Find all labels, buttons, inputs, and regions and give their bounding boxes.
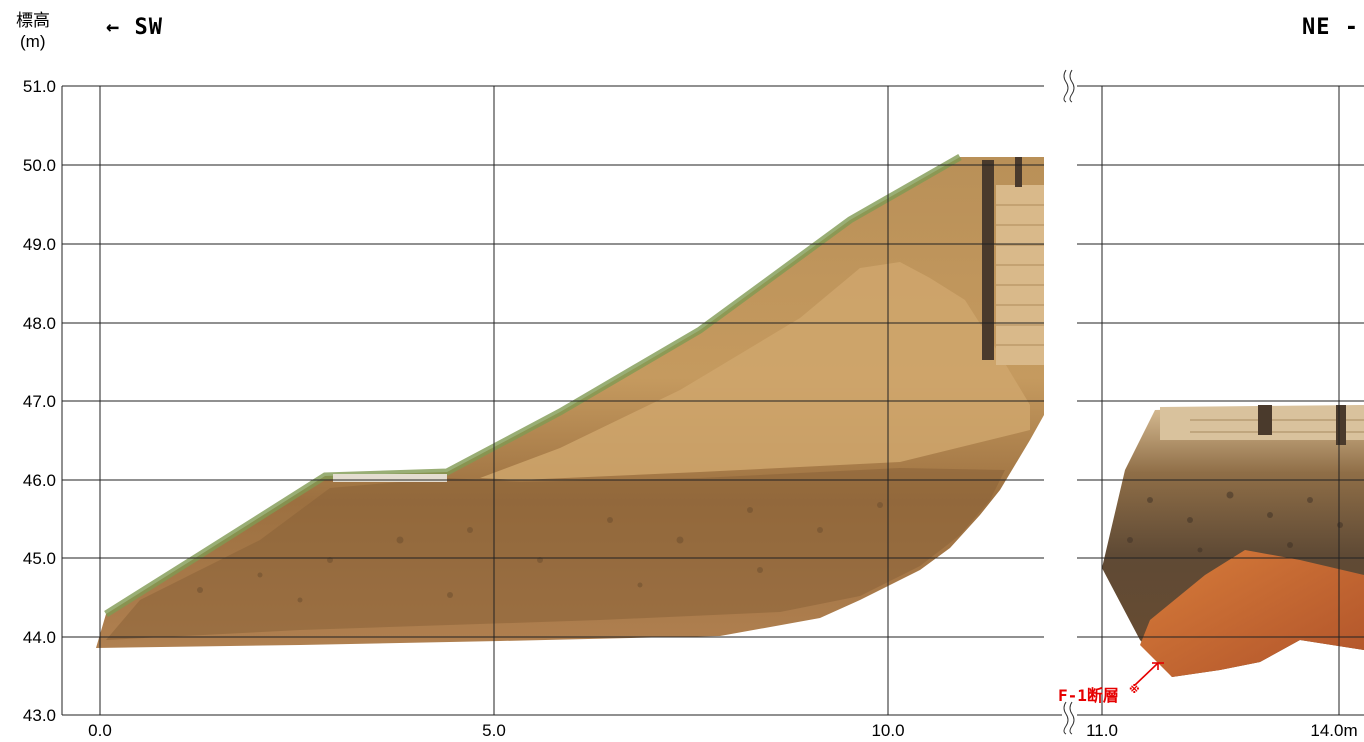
x-tick-label: 14.0m — [1310, 721, 1357, 740]
x-tick-label: 0.0 — [88, 721, 112, 740]
y-axis-unit: (m) — [20, 32, 46, 51]
y-tick-label: 48.0 — [23, 314, 56, 333]
axis-break-bottom-icon — [1063, 701, 1075, 735]
direction-sw-label: ← SW — [106, 15, 163, 40]
y-tick-label: 43.0 — [23, 706, 56, 725]
fault-annotation: F-1断層 ※ — [1058, 662, 1164, 705]
direction-ne-label: NE - — [1302, 15, 1359, 40]
y-tick-label: 45.0 — [23, 549, 56, 568]
y-tick-label: 47.0 — [23, 392, 56, 411]
y-tick-label: 44.0 — [23, 628, 56, 647]
x-tick-label: 11.0 — [1086, 721, 1118, 740]
axis-break-top-icon — [1063, 69, 1075, 103]
right-excavation-face — [1102, 405, 1364, 677]
y-tick-label: 49.0 — [23, 235, 56, 254]
grid-right — [1077, 85, 1364, 716]
y-tick-label: 51.0 — [23, 77, 56, 96]
fault-note-mark: ※ — [1129, 683, 1140, 696]
grid-left — [61, 85, 1062, 716]
y-axis-label: 標高 — [16, 11, 50, 30]
y-tick-label: 46.0 — [23, 471, 56, 490]
y-tick-label: 50.0 — [23, 156, 56, 175]
fault-label: F-1断層 — [1058, 686, 1119, 705]
left-excavation-face — [96, 153, 1044, 648]
x-tick-label: 5.0 — [482, 721, 506, 740]
x-tick-label: 10.0 — [871, 721, 904, 740]
